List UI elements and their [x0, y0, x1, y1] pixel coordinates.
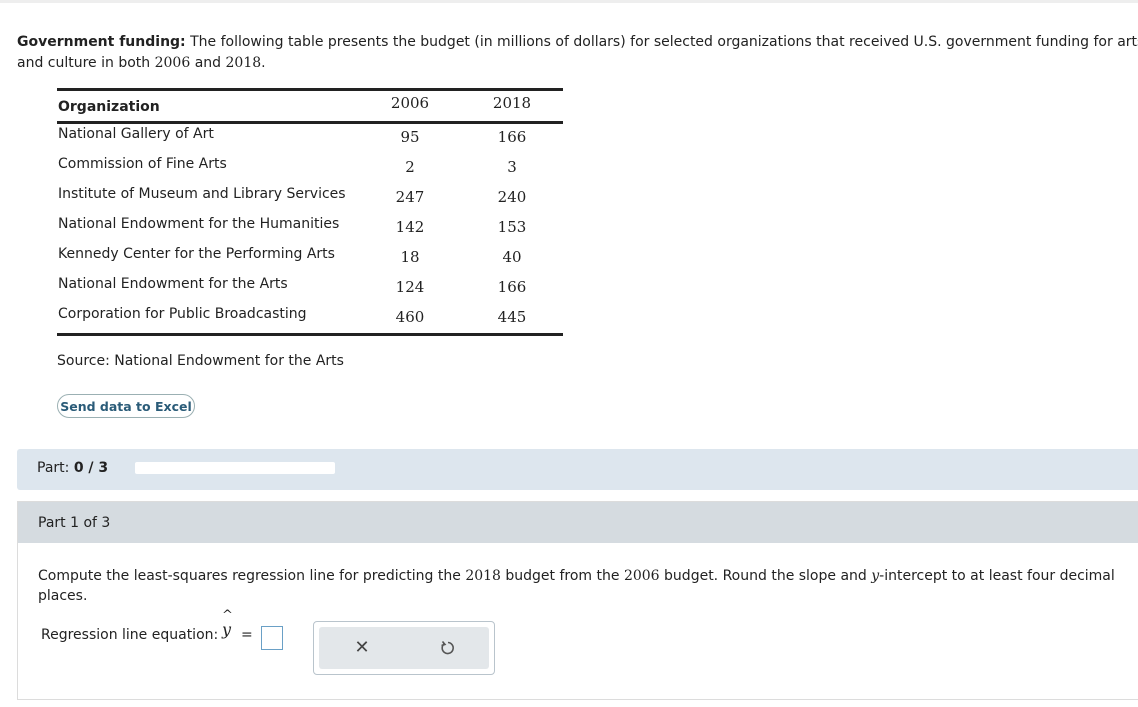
toolbar-inner: ✕ — [319, 627, 489, 669]
table-header-rule — [57, 121, 563, 124]
header-2006: 2006 — [390, 94, 430, 112]
problem-intro: Government funding: The following table … — [17, 32, 1138, 74]
org-name: National Endowment for the Humanities — [58, 216, 340, 232]
org-name: Institute of Museum and Library Services — [58, 186, 346, 202]
question-text: Compute the least-squares regression lin… — [38, 566, 1128, 606]
value-2018: 153 — [497, 218, 527, 236]
clear-button[interactable]: ✕ — [347, 634, 377, 662]
org-name: Corporation for Public Broadcasting — [58, 306, 307, 322]
q-text-c: budget. Round the slope and — [659, 568, 872, 584]
value-2018: 166 — [497, 128, 527, 146]
answer-toolbar: ✕ — [313, 621, 495, 675]
table-row: Commission of Fine Arts 2 3 — [57, 156, 563, 186]
intro-text-2a: and culture in both — [17, 55, 155, 71]
source-note: Source: National Endowment for the Arts — [57, 353, 344, 369]
value-2018: 166 — [497, 278, 527, 296]
table-row: National Endowment for the Arts 124 166 — [57, 276, 563, 306]
equation-label: Regression line equation: — [41, 627, 219, 643]
q-var-y: y — [871, 568, 880, 584]
intro-year-b: 2018 — [225, 55, 262, 71]
org-name: National Gallery of Art — [58, 126, 214, 142]
y-hat-symbol: ^ y — [222, 608, 233, 639]
value-2006: 460 — [395, 308, 425, 326]
q-text-d: -intercept to at least four decimal plac… — [38, 568, 1115, 604]
intro-text-2b: and — [190, 55, 226, 71]
top-divider — [0, 0, 1138, 3]
table-row: Institute of Museum and Library Services… — [57, 186, 563, 216]
value-2006: 124 — [395, 278, 425, 296]
intro-text: The following table presents the budget … — [185, 34, 1138, 50]
q-year-b: 2006 — [623, 568, 660, 584]
intro-year-a: 2006 — [154, 55, 191, 71]
value-2006: 247 — [395, 188, 425, 206]
value-2018: 3 — [507, 158, 517, 176]
part-label: Part: 0 / 3 — [37, 460, 108, 476]
y-hat-var: y — [222, 620, 232, 639]
equals-sign: = — [241, 627, 253, 643]
org-name: National Endowment for the Arts — [58, 276, 288, 292]
q-year-a: 2018 — [465, 568, 501, 584]
progress-track — [135, 462, 335, 474]
q-text-b: budget from the — [500, 568, 624, 584]
intro-title: Government funding: — [17, 34, 186, 50]
table-row: National Endowment for the Humanities 14… — [57, 216, 563, 246]
table-bottom-rule — [57, 333, 563, 336]
undo-button[interactable] — [433, 634, 463, 662]
table-row: Kennedy Center for the Performing Arts 1… — [57, 246, 563, 276]
table-row: Corporation for Public Broadcasting 460 … — [57, 306, 563, 336]
part-1-panel: Part 1 of 3 Compute the least-squares re… — [17, 501, 1138, 700]
header-2018: 2018 — [492, 94, 532, 112]
value-2006: 95 — [400, 128, 420, 146]
value-2018: 445 — [497, 308, 527, 326]
part-1-header: Part 1 of 3 — [18, 502, 1138, 543]
value-2006: 18 — [400, 248, 420, 266]
org-name: Commission of Fine Arts — [58, 156, 227, 172]
regression-answer-input[interactable] — [261, 626, 283, 650]
table-row: National Gallery of Art 95 166 — [57, 126, 563, 156]
part-count: 0 / 3 — [73, 460, 109, 476]
undo-icon — [441, 640, 454, 655]
header-organization: Organization — [58, 99, 160, 115]
table-top-rule — [57, 88, 563, 91]
hat-accent: ^ — [222, 608, 233, 623]
q-text-a: Compute the least-squares regression lin… — [38, 568, 466, 584]
value-2018: 40 — [502, 248, 522, 266]
intro-text-2c: . — [261, 55, 266, 71]
send-to-excel-button[interactable]: Send data to Excel — [57, 394, 195, 418]
value-2018: 240 — [497, 188, 527, 206]
org-name: Kennedy Center for the Performing Arts — [58, 246, 335, 262]
value-2006: 2 — [405, 158, 415, 176]
value-2006: 142 — [395, 218, 425, 236]
part-progress-bar: Part: 0 / 3 — [17, 449, 1138, 490]
close-icon: ✕ — [354, 637, 370, 658]
part-1-title: Part 1 of 3 — [38, 515, 111, 531]
part-label-text: Part: — [37, 460, 74, 476]
